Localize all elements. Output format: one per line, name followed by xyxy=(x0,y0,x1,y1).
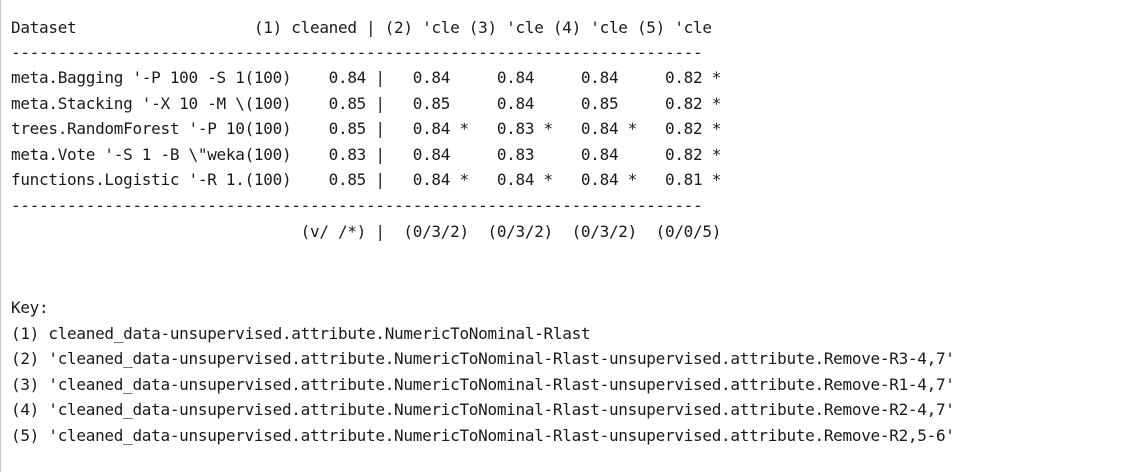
key-entry-5: (5) 'cleaned_data-unsupervised.attribute… xyxy=(11,426,955,446)
result-row-logistic: functions.Logistic '-R 1.(100) 0.85 | 0.… xyxy=(11,170,721,190)
separator-line-top: ----------------------------------------… xyxy=(11,43,702,63)
key-entry-3: (3) 'cleaned_data-unsupervised.attribute… xyxy=(11,375,955,395)
separator-line-bottom: ----------------------------------------… xyxy=(11,196,702,216)
result-row-random-forest: trees.RandomForest '-P 10(100) 0.85 | 0.… xyxy=(11,119,721,139)
result-row-stacking: meta.Stacking '-X 10 -M \(100) 0.85 | 0.… xyxy=(11,94,721,114)
result-row-bagging: meta.Bagging '-P 100 -S 1(100) 0.84 | 0.… xyxy=(11,68,721,88)
results-header-row: Dataset (1) cleaned | (2) 'cle (3) 'cle … xyxy=(11,18,712,38)
result-row-vote: meta.Vote '-S 1 -B \"weka(100) 0.83 | 0.… xyxy=(11,145,721,165)
summary-row: (v/ /*) | (0/3/2) (0/3/2) (0/3/2) (0/0/5… xyxy=(11,222,721,242)
key-entry-4: (4) 'cleaned_data-unsupervised.attribute… xyxy=(11,400,955,420)
key-entry-1: (1) cleaned_data-unsupervised.attribute.… xyxy=(11,324,590,344)
key-title: Key: xyxy=(11,298,48,318)
key-entry-2: (2) 'cleaned_data-unsupervised.attribute… xyxy=(11,349,955,369)
